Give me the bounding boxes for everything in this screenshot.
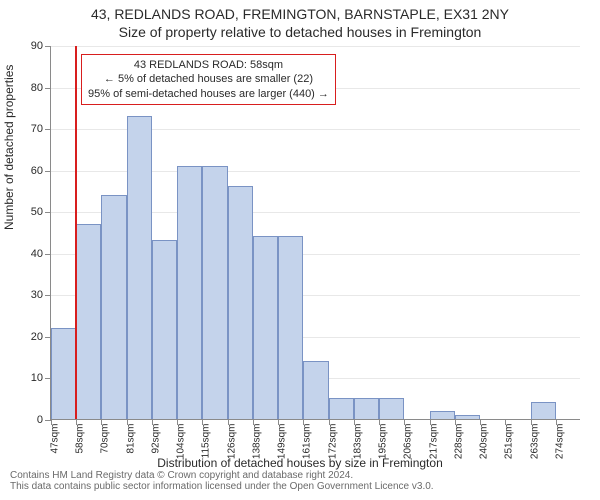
x-tick-label: 47sqm	[50, 424, 61, 454]
x-tick-label: 183sqm	[352, 424, 363, 460]
x-tick-label: 70sqm	[100, 424, 111, 454]
reference-line	[75, 46, 77, 419]
x-tick-label: 217sqm	[428, 424, 439, 460]
annotation-line: 95% of semi-detached houses are larger (…	[88, 87, 329, 101]
x-tick-label: 228sqm	[453, 424, 464, 460]
histogram-bar	[303, 361, 328, 419]
histogram-bar	[51, 328, 76, 419]
x-tick-label: 263sqm	[529, 424, 540, 460]
y-tick	[45, 88, 51, 89]
histogram-bar	[430, 411, 455, 419]
y-tick	[45, 46, 51, 47]
histogram-bar	[152, 240, 177, 419]
x-axis-label: Distribution of detached houses by size …	[0, 456, 600, 470]
y-tick-label: 90	[31, 40, 43, 52]
y-tick-label: 30	[31, 289, 43, 301]
histogram-bar	[379, 398, 404, 419]
y-tick-label: 40	[31, 248, 43, 260]
histogram-bar	[329, 398, 354, 419]
x-tick-label: 92sqm	[150, 424, 161, 454]
annotation-line: 43 REDLANDS ROAD: 58sqm	[88, 58, 329, 72]
y-axis-label: Number of detached properties	[2, 65, 16, 230]
y-tick-label: 20	[31, 331, 43, 343]
y-tick	[45, 295, 51, 296]
chart-plot-area: 010203040506070809047sqm58sqm70sqm81sqm9…	[50, 46, 580, 420]
annotation-box: 43 REDLANDS ROAD: 58sqm← 5% of detached …	[81, 54, 336, 105]
x-tick-label: 195sqm	[378, 424, 389, 460]
gridline	[51, 46, 580, 47]
footer-line-1: Contains HM Land Registry data © Crown c…	[10, 470, 434, 481]
y-tick-label: 70	[31, 123, 43, 135]
x-tick-label: 149sqm	[277, 424, 288, 460]
histogram-bar	[278, 236, 303, 419]
x-tick-label: 138sqm	[251, 424, 262, 460]
footer-line-3: This data contains public sector informa…	[10, 481, 434, 492]
y-tick	[45, 254, 51, 255]
x-tick-label: 58sqm	[75, 424, 86, 454]
x-tick-label: 251sqm	[504, 424, 515, 460]
y-tick-label: 0	[37, 414, 43, 426]
histogram-bar	[455, 415, 480, 419]
x-tick-label: 126sqm	[226, 424, 237, 460]
y-tick	[45, 171, 51, 172]
y-tick-label: 60	[31, 165, 43, 177]
y-tick	[45, 129, 51, 130]
histogram-bar	[177, 166, 202, 419]
histogram-bar	[101, 195, 126, 419]
y-tick-label: 10	[31, 372, 43, 384]
x-tick-label: 172sqm	[327, 424, 338, 460]
x-tick-label: 274sqm	[554, 424, 565, 460]
title-sub: Size of property relative to detached ho…	[0, 24, 600, 40]
annotation-line: ← 5% of detached houses are smaller (22)	[88, 72, 329, 86]
title-main: 43, REDLANDS ROAD, FREMINGTON, BARNSTAPL…	[0, 6, 600, 22]
histogram-bar	[228, 186, 253, 419]
histogram-bar	[127, 116, 152, 419]
y-tick-label: 80	[31, 82, 43, 94]
y-tick	[45, 212, 51, 213]
x-tick-label: 81sqm	[125, 424, 136, 454]
histogram-bar	[531, 402, 556, 419]
x-tick-label: 240sqm	[479, 424, 490, 460]
histogram-bar	[354, 398, 379, 419]
x-tick-label: 115sqm	[201, 424, 212, 459]
histogram-bar	[76, 224, 101, 419]
x-tick-label: 161sqm	[302, 424, 313, 460]
y-tick-label: 50	[31, 206, 43, 218]
footer-attribution: Contains HM Land Registry data © Crown c…	[10, 470, 434, 492]
x-tick-label: 104sqm	[176, 424, 187, 460]
x-tick-label: 206sqm	[403, 424, 414, 460]
histogram-bar	[202, 166, 227, 419]
histogram-bar	[253, 236, 278, 419]
